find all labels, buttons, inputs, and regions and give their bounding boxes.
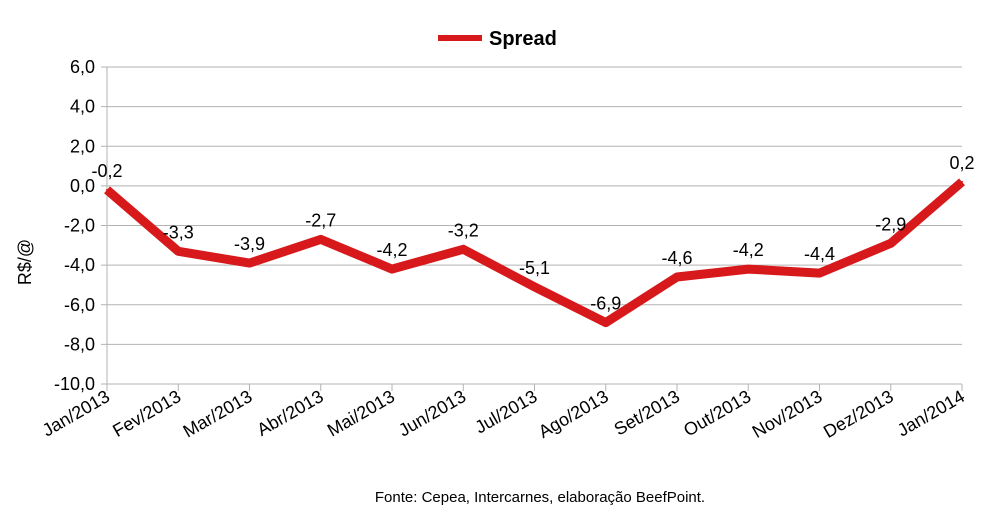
y-tick-label: 6,0 (70, 57, 95, 77)
legend-label-spread: Spread (489, 28, 557, 50)
legend: Spread (438, 28, 557, 50)
data-label: 0,2 (949, 153, 974, 173)
x-tick-label: Dez/2013 (820, 386, 897, 442)
y-tick-label: -8,0 (64, 334, 95, 354)
data-label: -4,2 (733, 240, 764, 260)
data-label: -3,3 (163, 222, 194, 242)
data-label: -2,9 (875, 214, 906, 234)
x-tick-label: Jan/2013 (39, 386, 113, 440)
data-point (106, 188, 108, 191)
series-layer (104, 178, 965, 328)
y-tick-label: -6,0 (64, 295, 95, 315)
y-tick-label: -2,0 (64, 216, 95, 236)
data-label: -0,2 (91, 161, 122, 181)
source-note: Fonte: Cepea, Intercarnes, elaboração Be… (375, 489, 705, 506)
data-point (319, 238, 322, 241)
data-label: -6,9 (590, 294, 621, 314)
data-point (248, 262, 251, 265)
y-tick-label: -10,0 (54, 374, 95, 394)
data-point (533, 285, 536, 288)
x-tick-label: Out/2013 (680, 386, 754, 440)
data-point (177, 250, 180, 253)
y-tick-label: -4,0 (64, 255, 95, 275)
data-label: -4,6 (661, 248, 692, 268)
data-labels: -0,2 -3,3 -3,9 -2,7 -4,2 -3,2 -5,1 -6,9 -4,6 -4,2… (91, 153, 974, 314)
data-point (818, 272, 821, 275)
data-point (462, 248, 465, 251)
data-label: -3,9 (234, 234, 265, 254)
x-tick-label: Set/2013 (611, 386, 683, 439)
x-tick-label: Mar/2013 (180, 386, 256, 441)
x-tick-label: Ago/2013 (535, 386, 612, 442)
x-tick-label: Jun/2013 (395, 386, 469, 440)
data-label: -3,2 (448, 220, 479, 240)
data-point (391, 268, 393, 271)
data-label: -4,4 (804, 244, 835, 264)
y-tick-labels: 6,0 4,0 2,0 0,0 -2,0 -4,0 -6,0 -8,0 -10,0 (54, 57, 95, 394)
x-tick-labels: Jan/2013Fev/2013Mar/2013Abr/2013Mai/2013… (39, 386, 968, 442)
x-tick-label: Mai/2013 (324, 386, 398, 440)
data-point (889, 242, 892, 245)
data-point (676, 276, 678, 279)
x-tick-label: Nov/2013 (749, 386, 826, 442)
data-point (747, 268, 750, 271)
x-tick-label: Jul/2013 (472, 386, 541, 437)
y-axis-title: R$/@ (15, 239, 35, 285)
x-tick-label: Fev/2013 (109, 386, 184, 441)
data-label: -4,2 (376, 240, 407, 260)
data-label: -5,1 (519, 258, 550, 278)
grid-lines (107, 66, 962, 385)
y-tick-label: 0,0 (70, 176, 95, 196)
x-tick-label: Jan/2014 (894, 386, 968, 440)
axes (101, 66, 963, 391)
x-tick-label: Abr/2013 (253, 386, 326, 440)
data-point (604, 321, 607, 324)
data-label: -2,7 (305, 210, 336, 230)
data-point (961, 180, 963, 183)
y-tick-label: 2,0 (70, 136, 95, 156)
y-tick-label: 4,0 (70, 97, 95, 117)
